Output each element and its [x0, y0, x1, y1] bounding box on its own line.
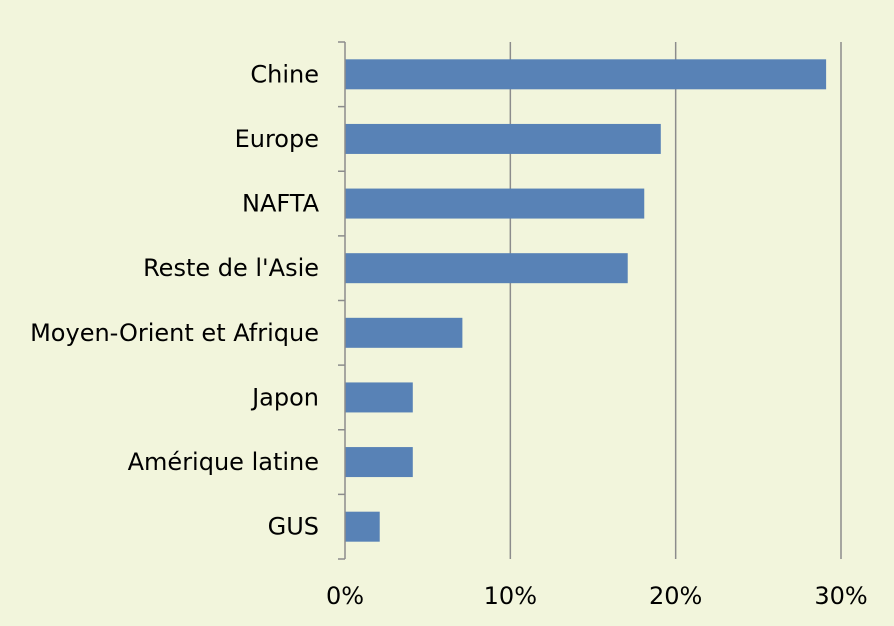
category-label-2: NAFTA [242, 190, 320, 218]
category-label-3: Reste de l'Asie [143, 254, 319, 282]
bar-4 [345, 317, 463, 348]
category-label-0: Chine [250, 60, 319, 88]
x-tick-label-2: 20% [649, 582, 702, 610]
category-labels: Chine Europe NAFTA Reste de l'Asie Moyen-Ori… [30, 60, 319, 540]
bar-5 [345, 382, 413, 413]
bars [345, 59, 827, 542]
y-axis-ticks [338, 41, 345, 560]
category-label-4: Moyen-Orient et Afrique [30, 319, 319, 347]
bar-7 [345, 511, 380, 542]
bar-2 [345, 188, 645, 219]
bar-0 [345, 59, 827, 90]
category-label-6: Amérique latine [128, 448, 319, 476]
bar-1 [345, 123, 661, 154]
bar-6 [345, 447, 413, 478]
bar-3 [345, 253, 628, 284]
category-label-5: Japon [250, 383, 319, 411]
x-tick-label-1: 10% [484, 582, 537, 610]
category-label-7: GUS [268, 513, 319, 541]
x-tick-label-3: 30% [814, 582, 867, 610]
gridlines [509, 42, 842, 559]
x-axis-tick-labels: 0% 10% 20% 30% [326, 582, 868, 610]
x-tick-label-0: 0% [326, 582, 364, 610]
category-label-1: Europe [235, 125, 319, 153]
